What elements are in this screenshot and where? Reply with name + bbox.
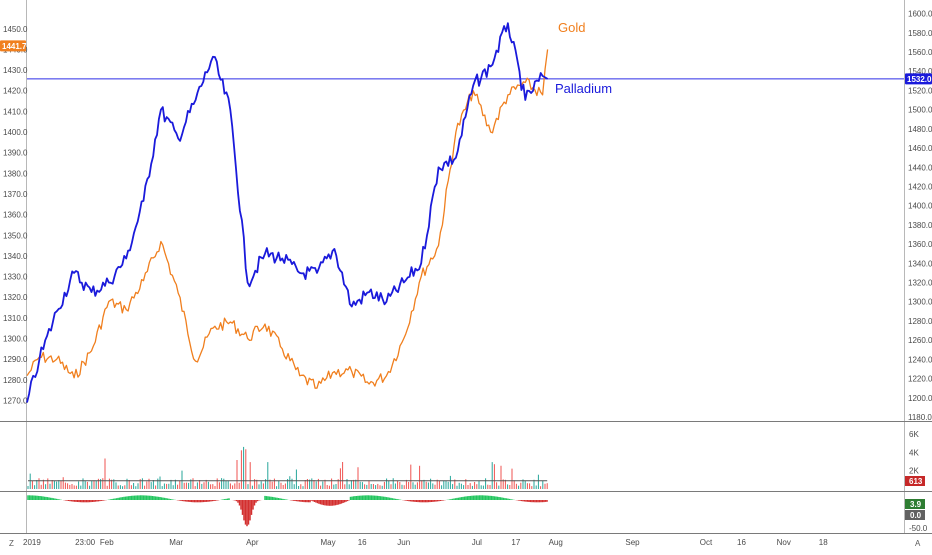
oscillator-bars [27, 495, 548, 527]
last-price-badge-gold: 1441.7 [0, 40, 27, 52]
right-axis-tick-label: 1400.0 [908, 202, 932, 211]
left-axis-tick-label: 1270.0 [3, 396, 28, 405]
left-axis-tick-label: 1360.0 [3, 211, 28, 220]
last-price-badge-palladium-bg [905, 73, 932, 85]
right-axis-tick-label: 1260.0 [908, 336, 932, 345]
right-axis-ticks: 1600.0 1580.0 1560.0 1540.0 1520.0 1500.0 1480… [908, 10, 932, 422]
date-axis-tick-label: 23:00 [75, 538, 96, 547]
left-axis-tick-label: 1380.0 [3, 169, 28, 178]
oscillator-tick-neg50: -50.0 [909, 524, 928, 533]
right-axis-tick-label: 1340.0 [908, 259, 932, 268]
volume-last-badge-bg [905, 476, 925, 486]
right-axis-tick-label: 1220.0 [908, 375, 932, 384]
date-axis-tick-label: 16 [737, 538, 746, 547]
left-axis-tick-label: 1430.0 [3, 66, 28, 75]
left-axis-tick-label: 1410.0 [3, 107, 28, 116]
series-line-gold[interactable] [26, 49, 549, 389]
right-axis-tick-label: 1520.0 [908, 86, 932, 95]
date-axis-tick-label: Jul [472, 538, 482, 547]
right-axis-tick-label: 1320.0 [908, 279, 932, 288]
right-axis-tick-label: 1280.0 [908, 317, 932, 326]
volume-last-badge-text: 613 [909, 477, 923, 486]
date-axis-ticks: 2019 23:00 Feb Mar Apr May 16 Jun Jul 17 Aug Sep Oct… [23, 538, 828, 547]
series-label-gold: Gold [558, 20, 585, 35]
date-axis-tick-label: Oct [700, 538, 713, 547]
left-axis-tick-label: 1390.0 [3, 149, 28, 158]
left-axis-tick-label: 1450.0 [3, 25, 28, 34]
volume-axis-tick-label: 6K [909, 430, 919, 439]
right-axis-tick-label: 1200.0 [908, 394, 932, 403]
date-axis-tick-label: 17 [511, 538, 520, 547]
date-axis-tick-label: Nov [777, 538, 791, 547]
auto-scale-button[interactable]: A [912, 537, 924, 549]
last-price-badge-palladium-text: 1532.0 [907, 75, 932, 84]
last-price-badge-gold-text: 1441.7 [2, 42, 27, 51]
volume-axis-tick-label: 2K [909, 467, 919, 476]
left-axis-tick-label: 1330.0 [3, 273, 28, 282]
date-axis-tick-label: Aug [549, 538, 563, 547]
right-axis-tick-label: 1180.0 [908, 413, 932, 422]
left-axis-tick-label: 1370.0 [3, 190, 28, 199]
left-axis-tick-label: 1290.0 [3, 355, 28, 364]
series-line-palladium[interactable] [26, 22, 549, 403]
left-axis-tick-label: 1320.0 [3, 293, 28, 302]
date-axis-tick-label: 16 [358, 538, 367, 547]
date-axis-tick-label: Mar [169, 538, 183, 547]
oscillator-badge-positive-bg [905, 499, 925, 509]
left-axis-tick-label: 1420.0 [3, 87, 28, 96]
date-axis-tick-label: Feb [100, 538, 114, 547]
last-price-badge-palladium: 1532.0 [905, 73, 932, 85]
date-axis-tick-label: 2019 [23, 538, 41, 547]
left-axis-tick-label: 1310.0 [3, 314, 28, 323]
auto-scale-button-bg[interactable] [912, 537, 924, 549]
auto-scale-button-label[interactable]: A [915, 539, 921, 548]
volume-axis-ticks: 6K 4K 2K [909, 430, 919, 476]
series-label-palladium: Palladium [555, 81, 612, 96]
right-axis-tick-label: 1460.0 [908, 144, 932, 153]
right-axis-tick-label: 1380.0 [908, 221, 932, 230]
left-axis-tick-label: 1400.0 [3, 128, 28, 137]
right-axis-tick-label: 1580.0 [908, 29, 932, 38]
left-axis-tick-label: 1350.0 [3, 231, 28, 240]
right-axis-tick-label: 1440.0 [908, 163, 932, 172]
oscillator-badge-zero-bg [905, 510, 925, 520]
right-axis-tick-label: 1240.0 [908, 355, 932, 364]
oscillator-value-badges: 3.9 0.0 -50.0 [905, 499, 928, 533]
timezone-button-label[interactable]: Z [9, 539, 14, 548]
date-axis-tick-label: Jun [397, 538, 410, 547]
oscillator-badge-positive-text: 3.9 [910, 500, 922, 509]
date-axis-tick-label: 18 [819, 538, 828, 547]
right-axis-tick-label: 1600.0 [908, 10, 932, 19]
timezone-button[interactable]: Z [6, 537, 18, 549]
left-axis-tick-label: 1280.0 [3, 376, 28, 385]
date-axis-tick-label: Sep [625, 538, 640, 547]
left-axis-tick-label: 1300.0 [3, 335, 28, 344]
right-axis-tick-label: 1500.0 [908, 106, 932, 115]
right-axis-tick-label: 1300.0 [908, 298, 932, 307]
timezone-button-bg[interactable] [6, 537, 18, 549]
right-axis-tick-label: 1480.0 [908, 125, 932, 134]
date-axis-tick-label: Apr [246, 538, 259, 547]
right-axis-tick-label: 1360.0 [908, 240, 932, 249]
right-axis-tick-label: 1420.0 [908, 182, 932, 191]
volume-axis-tick-label: 4K [909, 448, 919, 457]
right-axis-tick-label: 1540.0 [908, 67, 932, 76]
left-axis-tick-label: 1340.0 [3, 252, 28, 261]
oscillator-badge-zero-text: 0.0 [910, 511, 922, 520]
volume-last-badge: 613 [905, 476, 925, 486]
right-axis-tick-label: 1560.0 [908, 48, 932, 57]
date-axis-tick-label: May [321, 538, 336, 547]
last-price-badge-gold-bg [0, 40, 26, 52]
